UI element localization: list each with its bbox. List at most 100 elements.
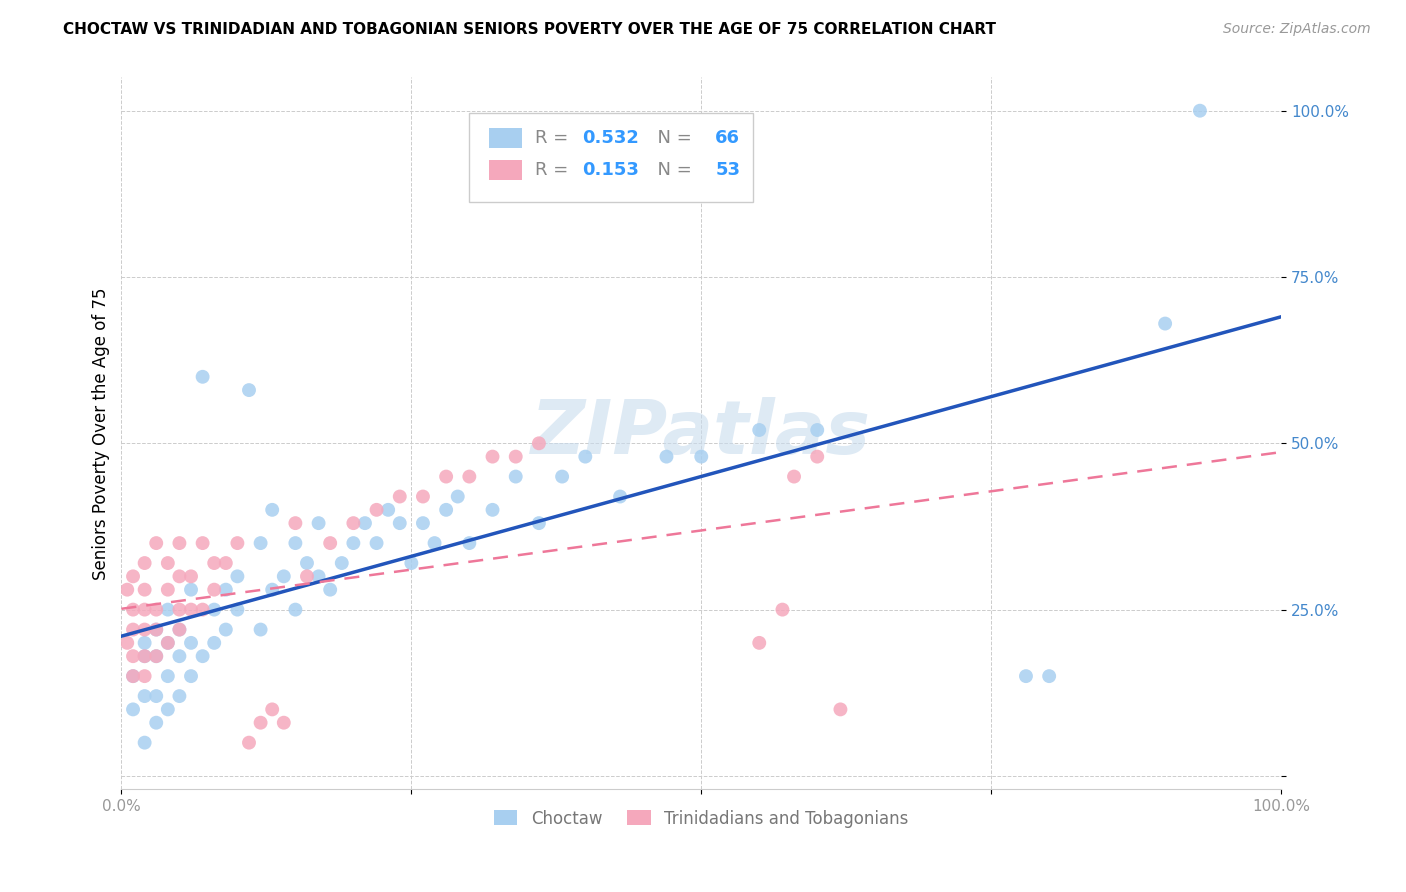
Point: [249, 623, 271, 637]
Point: [238, 736, 260, 750]
Point: [134, 669, 156, 683]
Point: [273, 715, 295, 730]
Point: [191, 536, 214, 550]
Point: [655, 450, 678, 464]
Point: [169, 569, 191, 583]
Point: [308, 569, 330, 583]
Point: [156, 636, 179, 650]
Point: [191, 649, 214, 664]
Point: [1015, 669, 1038, 683]
Point: [434, 469, 457, 483]
Point: [481, 503, 503, 517]
Point: [169, 536, 191, 550]
Point: [180, 636, 202, 650]
Text: R =: R =: [536, 129, 575, 147]
Point: [458, 536, 481, 550]
Text: 66: 66: [716, 129, 740, 147]
Point: [772, 602, 794, 616]
Point: [169, 623, 191, 637]
Point: [226, 602, 249, 616]
Point: [1154, 317, 1177, 331]
Point: [122, 669, 145, 683]
Point: [122, 669, 145, 683]
Point: [226, 536, 249, 550]
Text: CHOCTAW VS TRINIDADIAN AND TOBAGONIAN SENIORS POVERTY OVER THE AGE OF 75 CORRELA: CHOCTAW VS TRINIDADIAN AND TOBAGONIAN SE…: [63, 22, 997, 37]
Text: Source: ZipAtlas.com: Source: ZipAtlas.com: [1223, 22, 1371, 37]
Point: [388, 516, 411, 530]
Text: ZIPatlas: ZIPatlas: [531, 397, 872, 470]
Legend: Choctaw, Trinidadians and Tobagonians: Choctaw, Trinidadians and Tobagonians: [488, 803, 915, 834]
Point: [423, 536, 446, 550]
Point: [249, 715, 271, 730]
Point: [145, 536, 167, 550]
Point: [806, 450, 828, 464]
Point: [783, 469, 806, 483]
Point: [145, 649, 167, 664]
Point: [180, 669, 202, 683]
Point: [156, 636, 179, 650]
Point: [115, 582, 138, 597]
Point: [134, 689, 156, 703]
Point: [574, 450, 596, 464]
FancyBboxPatch shape: [489, 128, 522, 148]
Point: [156, 669, 179, 683]
Point: [366, 536, 388, 550]
Point: [434, 503, 457, 517]
Point: [388, 490, 411, 504]
Point: [505, 469, 527, 483]
Point: [202, 582, 225, 597]
Text: 53: 53: [716, 161, 740, 179]
Point: [169, 602, 191, 616]
Point: [319, 536, 342, 550]
Point: [202, 556, 225, 570]
Point: [830, 702, 852, 716]
Point: [122, 702, 145, 716]
Point: [169, 649, 191, 664]
Point: [412, 516, 434, 530]
Point: [342, 516, 364, 530]
Point: [342, 536, 364, 550]
Point: [122, 649, 145, 664]
FancyBboxPatch shape: [489, 160, 522, 180]
FancyBboxPatch shape: [470, 113, 754, 202]
Point: [319, 582, 342, 597]
Point: [134, 556, 156, 570]
Point: [412, 490, 434, 504]
Point: [262, 503, 284, 517]
Point: [215, 623, 238, 637]
Point: [284, 602, 307, 616]
Point: [180, 602, 202, 616]
Point: [202, 602, 225, 616]
Point: [527, 436, 550, 450]
Point: [505, 450, 527, 464]
Point: [134, 623, 156, 637]
Point: [273, 569, 295, 583]
Point: [295, 569, 318, 583]
Point: [134, 649, 156, 664]
Text: N =: N =: [645, 161, 697, 179]
Point: [377, 503, 399, 517]
Point: [690, 450, 713, 464]
Point: [122, 602, 145, 616]
Point: [609, 490, 631, 504]
Point: [748, 636, 770, 650]
Point: [145, 715, 167, 730]
Point: [527, 516, 550, 530]
Point: [262, 582, 284, 597]
Point: [262, 702, 284, 716]
Point: [191, 369, 214, 384]
Point: [447, 490, 470, 504]
Point: [295, 556, 318, 570]
Point: [481, 450, 503, 464]
Point: [145, 602, 167, 616]
Point: [169, 689, 191, 703]
Point: [284, 516, 307, 530]
Point: [308, 516, 330, 530]
Point: [145, 649, 167, 664]
Point: [134, 736, 156, 750]
Point: [145, 623, 167, 637]
Point: [145, 623, 167, 637]
Point: [122, 569, 145, 583]
Point: [169, 623, 191, 637]
Text: R =: R =: [536, 161, 575, 179]
